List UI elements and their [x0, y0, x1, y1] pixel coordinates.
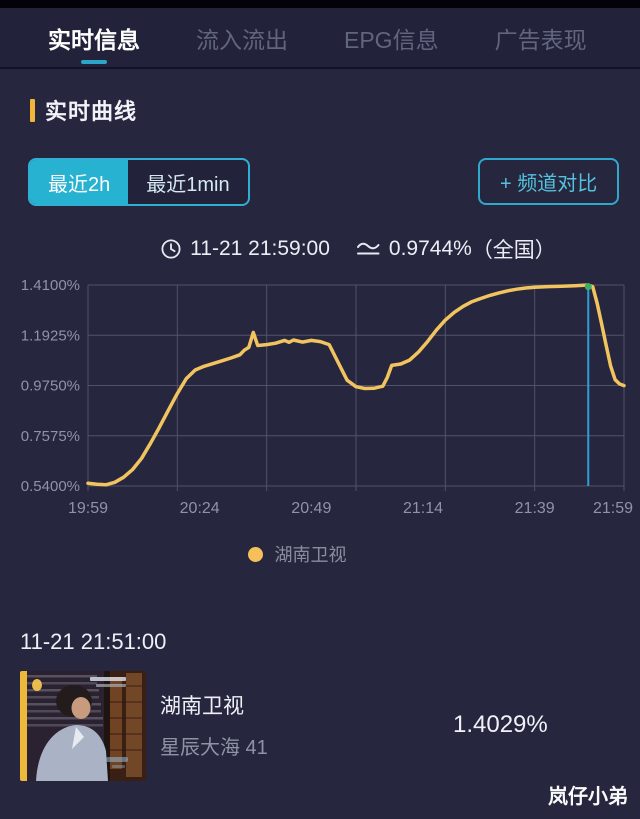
- tab-epg-info[interactable]: EPG信息: [344, 8, 439, 67]
- range-2h-button[interactable]: 最近2h: [30, 160, 129, 204]
- svg-text:1.4100%: 1.4100%: [21, 277, 80, 294]
- chart-header: 11-21 21:59:00 0.9744% （全国）: [0, 234, 640, 264]
- chart-legend[interactable]: 湖南卫视: [0, 541, 640, 567]
- legend-label: 湖南卫视: [274, 545, 347, 565]
- active-tab-underline: [81, 60, 107, 64]
- svg-text:0.7575%: 0.7575%: [21, 428, 80, 445]
- tab-label: EPG信息: [344, 26, 439, 53]
- selected-rating-value: 1.4029%: [453, 711, 548, 738]
- ratings-chart-svg[interactable]: 1.4100% 1.1925% 0.9750% 0.7575% 0.5400% 19:59…: [0, 265, 640, 517]
- selected-time-label: 11-21 21:51:00: [20, 629, 167, 654]
- time-range-toggle: 最近2h 最近1min: [28, 158, 250, 206]
- svg-text:20:49: 20:49: [291, 500, 331, 515]
- program-name: 星辰大海 41: [160, 737, 268, 759]
- tab-label: 广告表现: [494, 26, 587, 53]
- channel-compare-button[interactable]: + 频道对比: [478, 158, 620, 205]
- legend-dot-icon: [247, 546, 263, 562]
- section-title-realtime-curve: 实时曲线: [30, 94, 137, 126]
- svg-text:21:39: 21:39: [515, 500, 555, 515]
- ratings-chart[interactable]: 1.4100% 1.1925% 0.9750% 0.7575% 0.5400% 19:59…: [0, 265, 640, 517]
- status-bar-strip: [0, 0, 640, 8]
- range-1min-button[interactable]: 最近1min: [146, 173, 230, 196]
- watermark-text: 岚仔小弟: [548, 786, 628, 808]
- svg-text:19:59: 19:59: [68, 500, 108, 515]
- tab-ad-performance[interactable]: 广告表现: [495, 8, 587, 67]
- current-time-label: 11-21 21:59:00: [190, 237, 330, 260]
- svg-text:1.1925%: 1.1925%: [21, 327, 80, 344]
- svg-text:0.5400%: 0.5400%: [21, 478, 80, 495]
- accent-bar: [30, 98, 35, 122]
- tab-bar: 实时信息 流入流出 EPG信息 广告表现: [0, 8, 640, 69]
- tab-label: 实时信息: [48, 26, 140, 53]
- page-title: 实时曲线: [45, 99, 138, 124]
- tab-realtime-info[interactable]: 实时信息: [48, 8, 140, 67]
- trend-wave-icon: [356, 240, 381, 258]
- clock-icon: [160, 238, 182, 260]
- svg-text:0.9750%: 0.9750%: [21, 378, 80, 395]
- current-rating-value: 0.9744%: [388, 237, 472, 260]
- tab-inflow-outflow[interactable]: 流入流出: [196, 8, 288, 67]
- channel-name: 湖南卫视: [160, 695, 244, 718]
- svg-text:21:14: 21:14: [403, 500, 443, 515]
- tab-label: 流入流出: [196, 26, 288, 53]
- svg-text:21:59: 21:59: [593, 500, 633, 515]
- program-thumbnail[interactable]: [20, 671, 146, 781]
- rating-region-label: （全国）: [471, 239, 556, 262]
- svg-text:20:24: 20:24: [180, 500, 220, 515]
